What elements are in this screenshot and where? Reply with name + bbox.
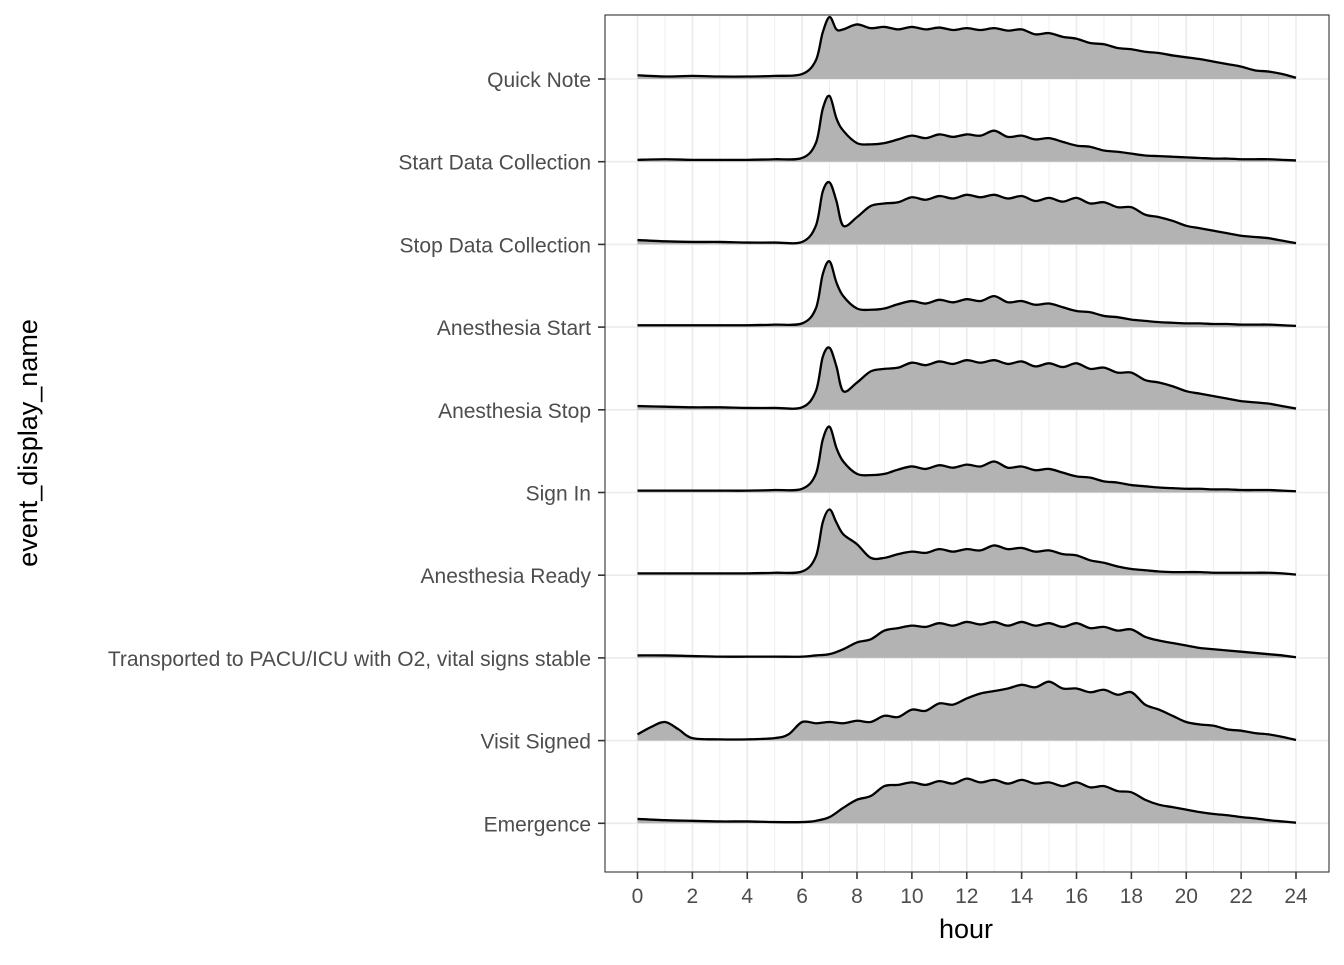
ridge-area [637,182,1296,245]
x-tick-label: 8 [851,885,863,908]
ridge-area [637,621,1296,658]
y-tick-label: Quick Note [487,69,591,92]
ridge-line [637,508,1297,576]
ridge-line [637,620,1297,659]
ridge-3 [637,180,1297,245]
ridge-line [637,260,1297,328]
ridge-area [637,95,1296,162]
x-tick-label: 4 [741,885,753,908]
ridge-line [636,680,1297,742]
x-tick-label: 12 [955,885,978,908]
x-tick-label: 0 [632,885,644,908]
ridge-area [637,16,1296,79]
ridge-area [637,261,1296,328]
ridge-line [637,94,1297,162]
ridge-line [637,425,1297,493]
ridge-area [637,509,1296,576]
x-tick-label: 2 [687,885,699,908]
ridge-area [637,426,1296,493]
x-tick-label: 24 [1284,885,1308,908]
x-axis: 0 2 4 6 8 10 12 14 16 18 20 22 24 [632,872,1308,908]
x-tick-label: 16 [1065,885,1088,908]
y-tick-label: Anesthesia Ready [421,565,592,588]
y-axis: Quick Note Start Data Collection Stop Data… [108,69,605,836]
y-axis-title: event_display_name [13,319,43,567]
y-tick-label: Stop Data Collection [400,234,591,257]
ridge-area [637,347,1296,410]
y-tick-label: Transported to PACU/ICU with O2, vital s… [108,648,591,671]
y-tick-label: Anesthesia Start [437,317,591,340]
ridge-6 [637,425,1297,493]
ridge-10 [637,777,1297,824]
ridge-4 [637,260,1297,328]
x-tick-label: 6 [796,885,808,908]
ridge-2 [637,94,1297,162]
y-tick-label: Anesthesia Stop [438,400,591,423]
ridge-line [637,777,1297,824]
ridge-1 [637,15,1297,79]
x-tick-label: 20 [1175,885,1198,908]
x-tick-label: 18 [1120,885,1143,908]
y-tick-label: Visit Signed [480,731,591,754]
x-tick-label: 22 [1229,885,1252,908]
ridges-layer [636,15,1297,824]
ridge-line [637,15,1297,79]
y-tick-label: Emergence [484,813,591,836]
x-tick-label: 14 [1010,885,1034,908]
ridge-9 [636,680,1297,742]
ridge-8 [637,620,1297,659]
x-axis-title: hour [939,914,993,944]
ridge-area [637,778,1296,824]
ridge-line [637,346,1297,410]
ridge-5 [637,346,1297,410]
x-tick-label: 10 [900,885,923,908]
y-tick-label: Start Data Collection [398,152,591,175]
y-tick-label: Sign In [526,483,591,506]
ridge-line [637,180,1297,245]
ridge-7 [637,508,1297,576]
ridge-area [637,681,1296,741]
